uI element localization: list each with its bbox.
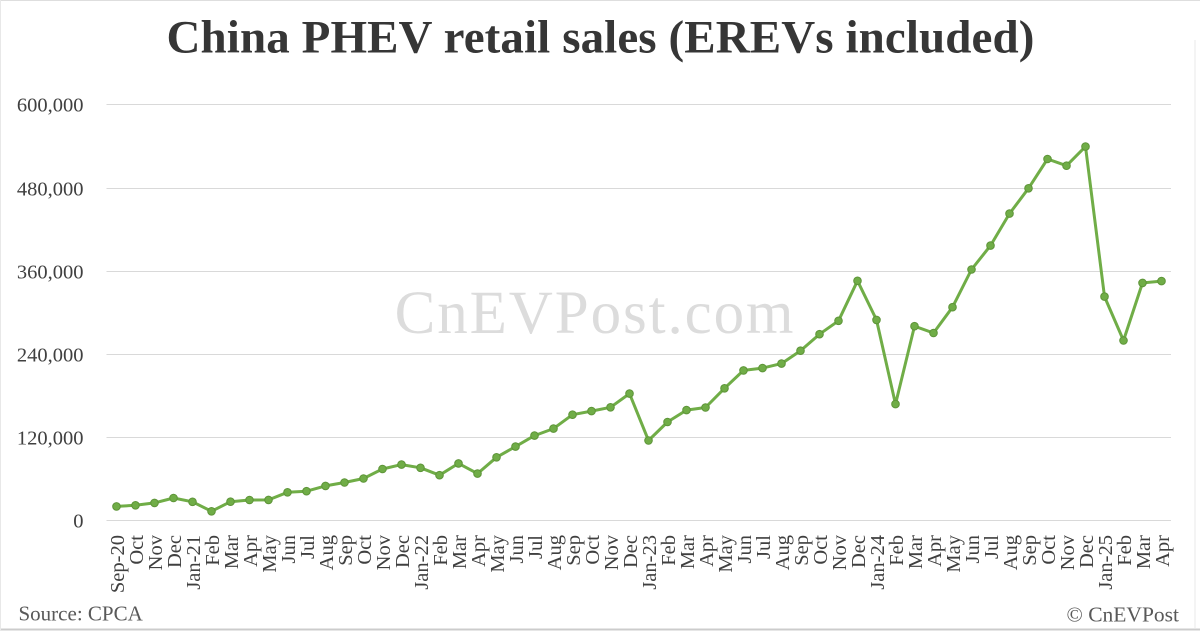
svg-text:Jan-24: Jan-24	[867, 535, 889, 590]
svg-text:Feb: Feb	[202, 535, 224, 566]
svg-text:Mar: Mar	[905, 535, 927, 569]
svg-text:Apr: Apr	[1152, 535, 1174, 567]
svg-text:Jun: Jun	[506, 535, 528, 563]
svg-text:Dec: Dec	[392, 535, 414, 568]
svg-text:Oct: Oct	[810, 535, 832, 565]
svg-text:Feb: Feb	[886, 535, 908, 566]
svg-text:Jul: Jul	[981, 535, 1003, 559]
svg-text:Feb: Feb	[658, 535, 680, 566]
svg-text:Mar: Mar	[1133, 535, 1155, 569]
svg-text:Nov: Nov	[373, 534, 395, 570]
svg-text:600,000: 600,000	[17, 95, 84, 117]
svg-text:Sep-20: Sep-20	[107, 535, 129, 593]
svg-text:480,000: 480,000	[17, 179, 84, 201]
svg-text:Oct: Oct	[354, 535, 376, 565]
svg-text:CnEVPost.com: CnEVPost.com	[395, 280, 796, 347]
svg-text:May: May	[943, 534, 965, 572]
svg-text:Jul: Jul	[297, 535, 319, 559]
svg-text:Oct: Oct	[582, 535, 604, 565]
svg-text:Aug: Aug	[1000, 535, 1022, 570]
svg-text:Dec: Dec	[164, 535, 186, 568]
svg-text:Jul: Jul	[753, 535, 775, 559]
svg-text:Apr: Apr	[924, 535, 946, 567]
svg-text:Sep: Sep	[1019, 535, 1041, 566]
svg-text:Mar: Mar	[677, 535, 699, 569]
svg-text:Apr: Apr	[696, 535, 718, 567]
svg-text:Nov: Nov	[1057, 534, 1079, 570]
svg-text:May: May	[487, 534, 509, 572]
svg-text:Nov: Nov	[145, 534, 167, 570]
svg-text:Jan-23: Jan-23	[639, 535, 661, 590]
svg-text:240,000: 240,000	[17, 345, 84, 367]
svg-text:Aug: Aug	[772, 535, 794, 570]
svg-text:Mar: Mar	[221, 535, 243, 569]
svg-text:Mar: Mar	[449, 535, 471, 569]
svg-text:Sep: Sep	[335, 535, 357, 566]
svg-text:Jun: Jun	[962, 535, 984, 563]
svg-text:Dec: Dec	[1076, 535, 1098, 568]
svg-text:Oct: Oct	[126, 535, 148, 565]
svg-text:China PHEV retail sales (EREVs: China PHEV retail sales (EREVs included)	[167, 12, 1035, 64]
svg-text:Sep: Sep	[791, 535, 813, 566]
svg-text:Dec: Dec	[620, 535, 642, 568]
svg-text:Apr: Apr	[468, 535, 490, 567]
svg-text:Jan-25: Jan-25	[1095, 535, 1117, 590]
svg-text:Jan-22: Jan-22	[411, 535, 433, 590]
svg-text:May: May	[715, 534, 737, 572]
svg-text:May: May	[259, 534, 281, 572]
svg-text:Source: CPCA: Source: CPCA	[19, 602, 144, 626]
svg-text:Apr: Apr	[240, 535, 262, 567]
svg-text:Jan-21: Jan-21	[183, 535, 205, 590]
svg-text:Jun: Jun	[278, 535, 300, 563]
svg-text:Aug: Aug	[316, 535, 338, 570]
svg-text:Nov: Nov	[601, 534, 623, 570]
svg-text:Nov: Nov	[829, 534, 851, 570]
svg-text:Oct: Oct	[1038, 535, 1060, 565]
svg-text:Sep: Sep	[563, 535, 585, 566]
svg-text:Feb: Feb	[1114, 535, 1136, 566]
svg-text:© CnEVPost: © CnEVPost	[1066, 603, 1179, 627]
svg-text:Aug: Aug	[544, 535, 566, 570]
svg-text:Dec: Dec	[848, 535, 870, 568]
svg-text:Feb: Feb	[430, 535, 452, 566]
svg-text:Jul: Jul	[525, 535, 547, 559]
svg-text:0: 0	[73, 511, 83, 533]
svg-text:360,000: 360,000	[17, 262, 84, 284]
svg-text:120,000: 120,000	[17, 428, 84, 450]
svg-text:Jun: Jun	[734, 535, 756, 563]
